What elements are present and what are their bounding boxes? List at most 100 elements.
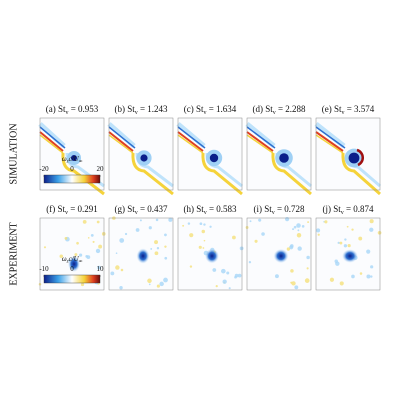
noise-speck [290, 244, 294, 248]
vortex-wrap [356, 148, 364, 167]
noise-speck [43, 246, 47, 249]
title-text: (e) St [322, 104, 342, 114]
noise-speck [316, 228, 321, 233]
noise-speck [115, 265, 120, 270]
noise-speck [82, 219, 87, 224]
wake-band [61, 152, 105, 196]
wake-band [131, 152, 174, 196]
panel-frame [315, 117, 381, 191]
colorbar [43, 174, 101, 184]
noise-speck [120, 268, 124, 272]
panel-frame [39, 117, 105, 191]
shear-layer [108, 134, 134, 154]
noise-speck [189, 265, 193, 268]
title-text: = 0.953 [68, 104, 98, 114]
noise-speck [335, 261, 340, 266]
noise-speck [148, 283, 151, 286]
noise-speck [80, 282, 85, 287]
vortex-core [71, 155, 77, 161]
shear-layer [177, 126, 206, 149]
label-sub: ∞ [79, 160, 83, 165]
noise-speck [76, 241, 79, 245]
vortex-blob [136, 248, 150, 264]
noise-speck [307, 221, 310, 223]
noise-speck [369, 227, 374, 232]
title-subscript: v [204, 210, 207, 216]
title-text: (b) St [114, 104, 135, 114]
noise-speck [346, 225, 349, 228]
noise-speck [78, 253, 83, 257]
noise-speck [292, 228, 295, 231]
noise-speck [296, 232, 302, 238]
title-subscript: v [341, 210, 344, 216]
noise-speck [337, 241, 340, 244]
noise-speck [150, 247, 153, 250]
noise-speck [254, 239, 258, 243]
noise-speck [248, 260, 252, 264]
panel-title: (h) Stv = 0.583 [183, 204, 237, 216]
panel-title: (g) Stv = 0.437 [114, 204, 168, 216]
title-subscript: v [65, 110, 68, 116]
vortex-blob [342, 249, 358, 263]
noise-speck [115, 252, 118, 255]
shear-layer [315, 126, 346, 149]
title-text: = 2.288 [276, 104, 306, 114]
shear-layer [39, 134, 64, 154]
colorbar-tick-label: 20 [97, 165, 105, 173]
field-panel [177, 217, 244, 291]
noise-speck [182, 224, 185, 227]
noise-speck [189, 233, 194, 238]
shear-layer [246, 131, 274, 152]
noise-speck [159, 281, 164, 287]
vortex-core [279, 153, 289, 163]
noise-speck [261, 232, 265, 236]
noise-speck [232, 235, 236, 240]
noise-speck [359, 272, 363, 275]
noise-speck [234, 275, 237, 279]
noise-speck [304, 278, 310, 283]
vortex-core [140, 154, 148, 162]
label-sub: z [66, 260, 69, 265]
title-text: (j) St [322, 204, 341, 214]
noise-speck [64, 237, 68, 240]
noise-speck [285, 217, 290, 222]
field-panel [314, 117, 381, 196]
label-part: c/U [69, 155, 80, 163]
panel-frame [177, 217, 243, 291]
label-part: c/U [69, 255, 80, 263]
title-subscript: v [273, 110, 276, 116]
noise-speck [59, 254, 64, 259]
noise-speck [297, 229, 300, 232]
noise-speck [222, 279, 227, 284]
noise-speck [296, 223, 301, 228]
title-subscript: v [65, 210, 68, 216]
colorbar-tick-label: 10 [97, 265, 105, 273]
noise-speck [154, 251, 159, 256]
wake-band [201, 152, 243, 196]
noise-speck [198, 245, 202, 249]
vortex-core [348, 152, 360, 164]
noise-speck [347, 244, 351, 248]
noise-speck [317, 233, 320, 236]
noise-speck [221, 268, 226, 274]
colorbar-tick-label: 0 [70, 165, 74, 173]
noise-speck [301, 225, 305, 228]
noise-speck [286, 247, 291, 251]
noise-speck [139, 219, 142, 222]
noise-speck [306, 267, 309, 270]
colorbar-label: ωzc/U∞ [62, 255, 83, 265]
title-text: (d) St [252, 104, 273, 114]
label-part: ω [62, 255, 67, 263]
field-panel [245, 217, 312, 291]
noise-speck [155, 218, 159, 222]
title-text: = 1.634 [206, 104, 236, 114]
shear-layer [38, 122, 66, 148]
noise-speck [168, 217, 173, 222]
noise-speck [201, 229, 206, 234]
panel-title: (d) Stv = 2.288 [252, 104, 306, 116]
title-text: = 0.437 [138, 204, 168, 214]
noise-speck [187, 222, 191, 225]
panel-title: (b) Stv = 1.243 [114, 104, 168, 116]
noise-speck [202, 247, 205, 249]
vortex-blob [68, 256, 80, 272]
